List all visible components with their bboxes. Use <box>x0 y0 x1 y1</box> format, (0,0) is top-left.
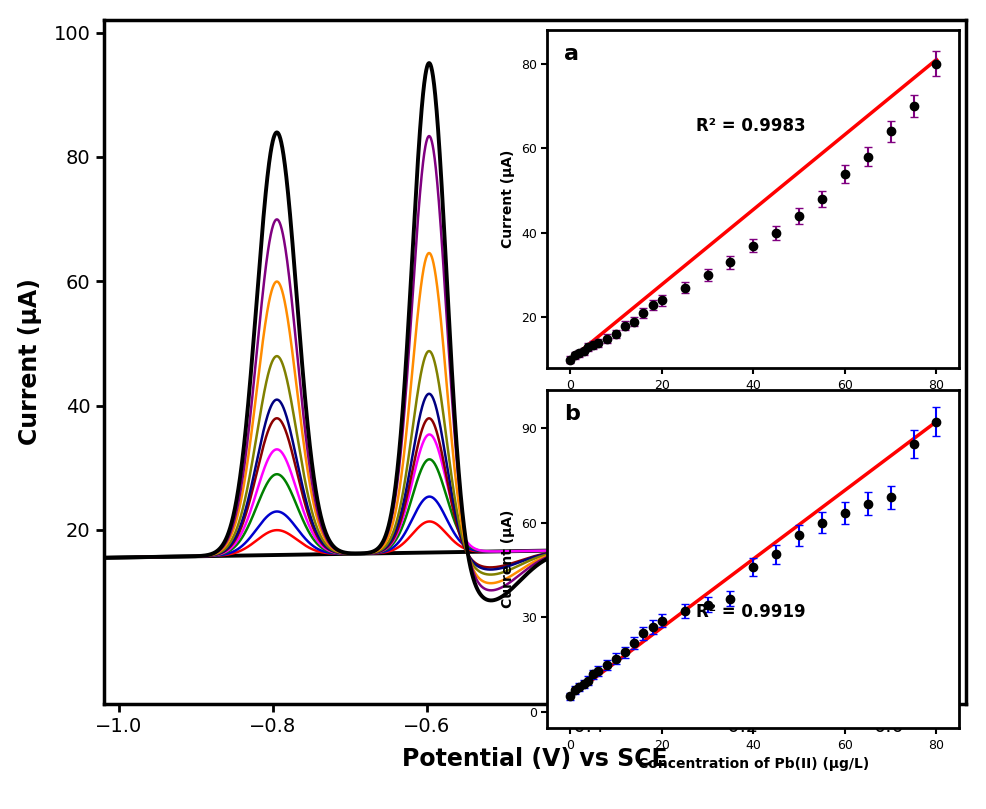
Y-axis label: Current (μA): Current (μA) <box>501 150 516 248</box>
Y-axis label: Current (μA): Current (μA) <box>502 510 516 608</box>
Text: R² = 0.9919: R² = 0.9919 <box>695 603 806 621</box>
X-axis label: Concentration of Cd(II) (μg/L): Concentration of Cd(II) (μg/L) <box>638 397 869 411</box>
Y-axis label: Current (μA): Current (μA) <box>19 278 42 446</box>
X-axis label: Potential (V) vs SCE: Potential (V) vs SCE <box>402 748 668 771</box>
X-axis label: Concentration of Pb(II) (μg/L): Concentration of Pb(II) (μg/L) <box>638 757 869 771</box>
Text: R² = 0.9983: R² = 0.9983 <box>695 117 806 135</box>
Text: a: a <box>564 44 579 65</box>
Text: b: b <box>564 404 580 425</box>
